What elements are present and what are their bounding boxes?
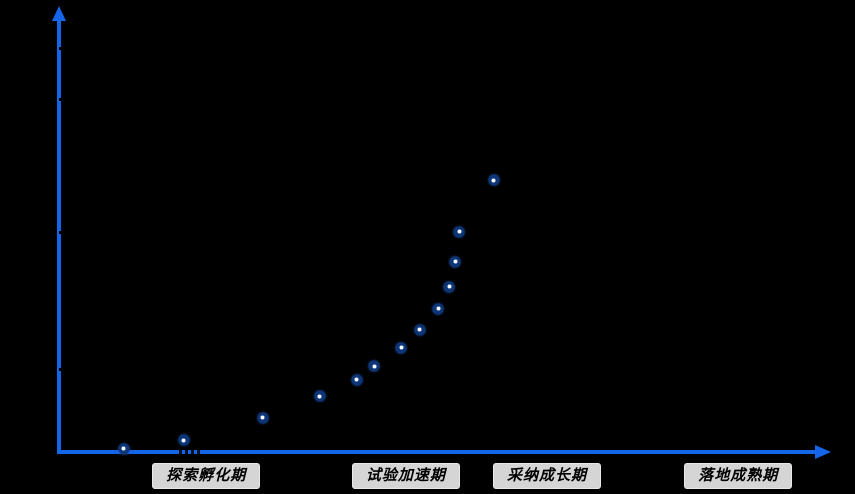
data-point — [395, 342, 407, 354]
axis-smudge-nick — [185, 449, 188, 454]
data-point — [314, 390, 326, 402]
axis-smudge-nick — [191, 449, 194, 454]
data-point — [432, 303, 444, 315]
data-point — [449, 256, 461, 268]
data-point — [443, 281, 455, 293]
x-axis — [57, 450, 817, 454]
x-axis-arrow-icon — [815, 445, 831, 459]
y-axis-tick — [59, 98, 63, 102]
y-axis-tick — [59, 46, 63, 50]
axis-smudge-nick — [179, 449, 182, 454]
data-point — [257, 412, 269, 424]
stage-pill: 落地成熟期 — [684, 463, 793, 489]
axis-smudge-nick — [197, 449, 200, 454]
y-axis-tick — [59, 231, 63, 234]
stage-pill: 采纳成长期 — [493, 463, 602, 489]
y-axis-tick — [59, 368, 63, 372]
stage-pill: 试验加速期 — [351, 463, 460, 489]
data-point — [414, 324, 426, 336]
data-point — [488, 174, 500, 186]
y-axis — [57, 18, 61, 454]
y-axis-arrow-icon — [52, 6, 66, 21]
data-point — [178, 434, 190, 446]
data-point — [368, 360, 380, 372]
data-point — [351, 374, 363, 385]
stage-pill: 探索孵化期 — [152, 463, 261, 489]
data-point — [453, 226, 465, 238]
data-point — [118, 443, 130, 455]
